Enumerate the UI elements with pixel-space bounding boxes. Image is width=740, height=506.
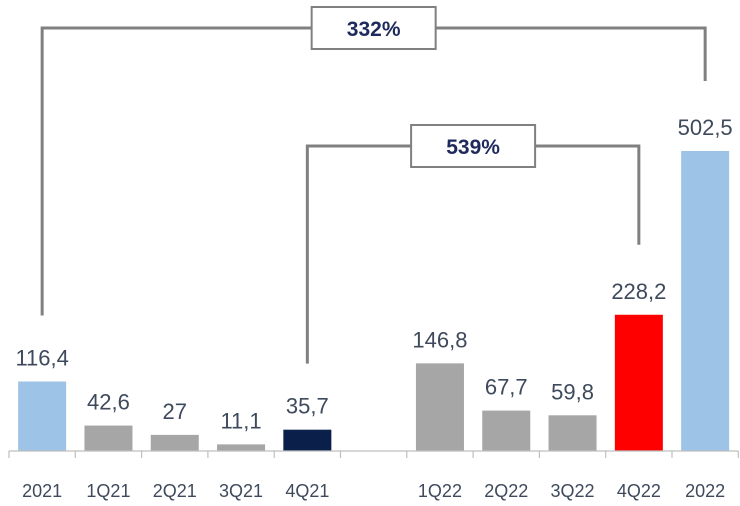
growth-label-box bbox=[410, 124, 537, 168]
bar bbox=[614, 314, 663, 451]
x-axis bbox=[8, 450, 739, 458]
data-label: 146,8 bbox=[412, 327, 467, 352]
data-label: 59,8 bbox=[551, 379, 594, 404]
bar bbox=[548, 415, 597, 451]
growth-bracket-line bbox=[40, 26, 707, 316]
x-tick-label: 2021 bbox=[22, 481, 62, 501]
x-tick-label: 3Q22 bbox=[551, 481, 595, 501]
x-tick-label: 4Q21 bbox=[285, 481, 329, 501]
data-label: 116,4 bbox=[15, 346, 68, 371]
bar bbox=[84, 425, 133, 451]
bar bbox=[18, 381, 67, 451]
x-tick-label: 2022 bbox=[685, 481, 725, 501]
value-labels: 116,4 42,6 27 11,1 35,7 146,8 67,7 59,8 228,2 502… bbox=[15, 115, 732, 433]
data-label: 42,6 bbox=[87, 390, 130, 415]
x-tick-label: 1Q22 bbox=[418, 481, 462, 501]
bar bbox=[217, 444, 266, 451]
bar bbox=[681, 151, 730, 451]
bar bbox=[150, 434, 199, 451]
data-label: 27 bbox=[163, 399, 187, 424]
x-tick-label: 3Q21 bbox=[219, 481, 263, 501]
x-tick-label: 2Q22 bbox=[484, 481, 528, 501]
growth-bracket-line bbox=[305, 144, 641, 364]
x-tick-label: 4Q22 bbox=[617, 481, 661, 501]
growth-label-box bbox=[310, 6, 437, 50]
data-label: 35,7 bbox=[286, 394, 329, 419]
data-label: 502,5 bbox=[678, 115, 733, 140]
x-tick-label: 2Q21 bbox=[153, 481, 197, 501]
bars bbox=[18, 151, 730, 451]
x-tick-label: 1Q21 bbox=[86, 481, 130, 501]
growth-label: 332% bbox=[347, 18, 401, 41]
growth-label: 539% bbox=[446, 136, 500, 159]
bar bbox=[482, 410, 531, 451]
growth-brackets: 332% 539% bbox=[40, 6, 707, 364]
data-label: 11,1 bbox=[220, 408, 261, 433]
bar bbox=[415, 363, 464, 451]
bar bbox=[283, 429, 332, 451]
data-label: 228,2 bbox=[611, 279, 666, 304]
x-tick-labels: 2021 1Q21 2Q21 3Q21 4Q21 1Q22 2Q22 3Q22 4Q22 2022 bbox=[22, 481, 725, 501]
data-label: 67,7 bbox=[485, 375, 528, 400]
